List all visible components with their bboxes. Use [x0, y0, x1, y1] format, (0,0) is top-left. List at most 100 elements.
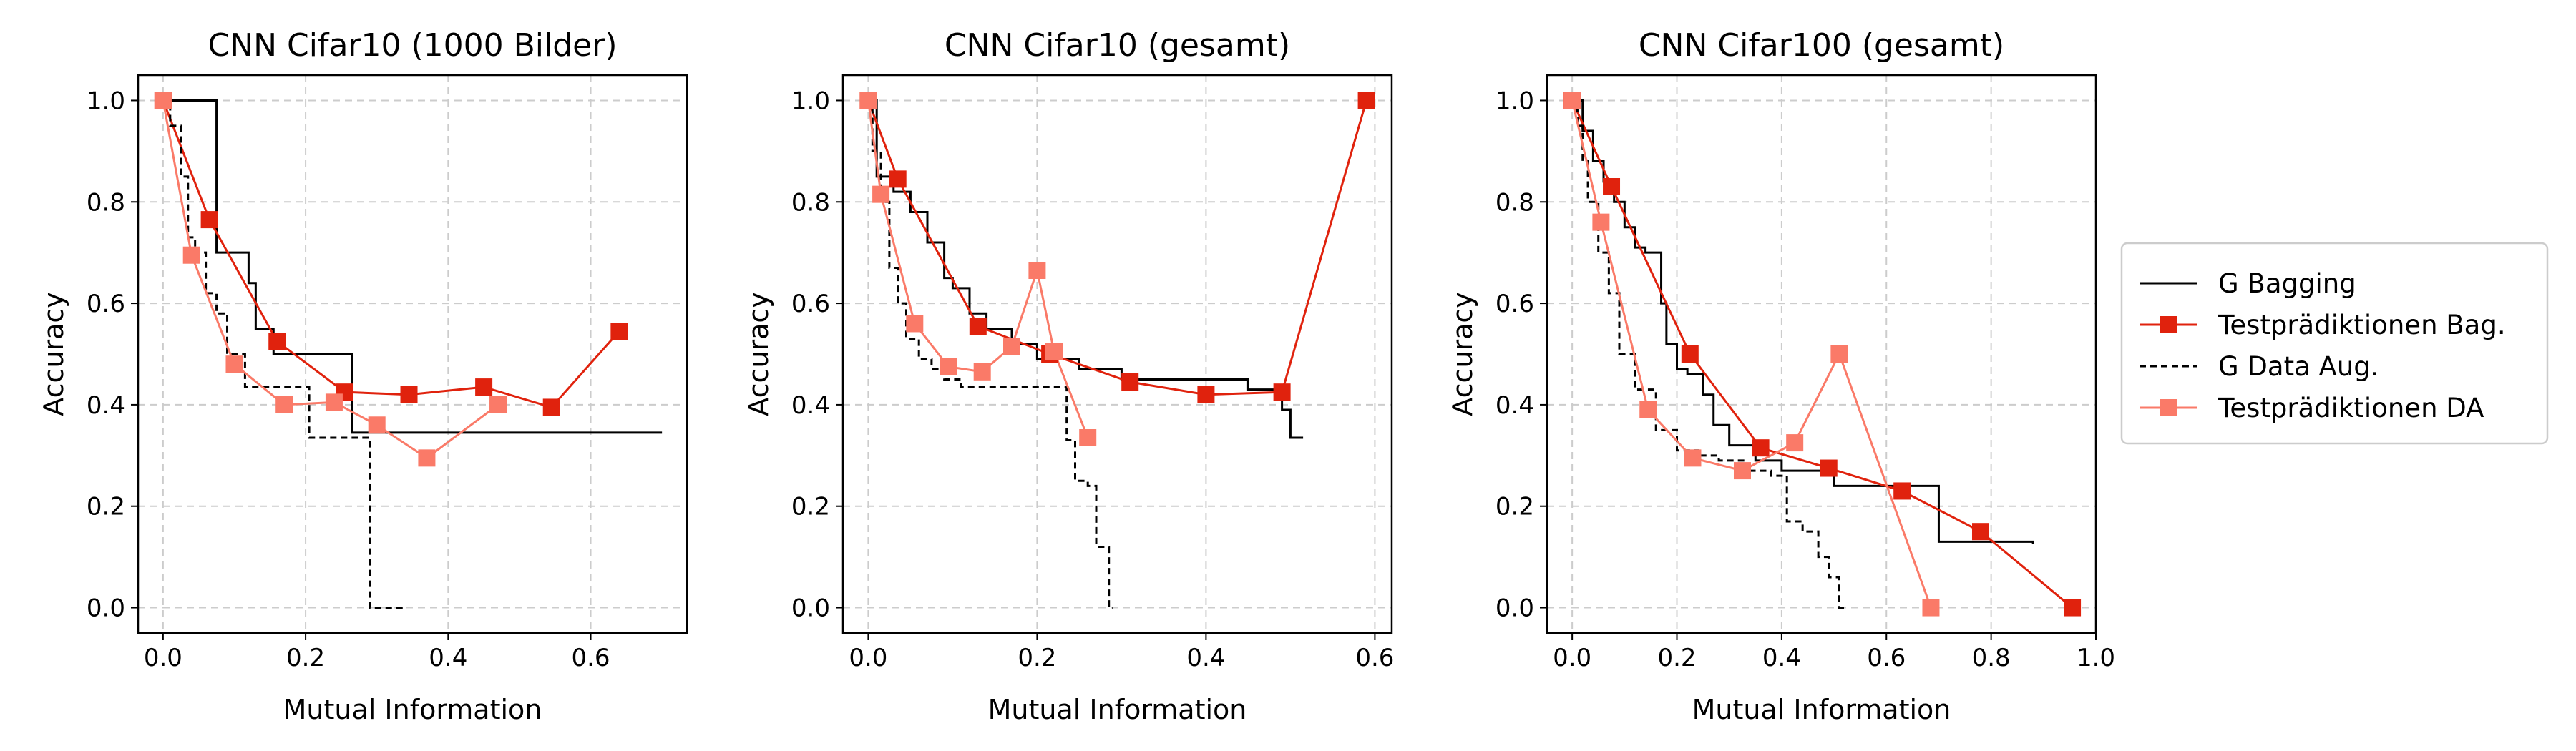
x-tick-label: 0.4 [429, 644, 467, 672]
chart-title: CNN Cifar100 (gesamt) [1639, 27, 2004, 64]
legend-frame [2120, 242, 2549, 445]
data-point-testpr-diktionen-bag [475, 378, 493, 396]
x-tick-label: 0.6 [571, 644, 610, 672]
y-tick-label: 0.8 [87, 188, 125, 217]
series-line-g-bagging [162, 99, 663, 434]
data-point-testpr-diktionen-bag [542, 398, 560, 416]
legend-label-g-data-aug: G Data Aug. [2218, 351, 2379, 382]
data-point-testpr-diktionen-bag [1603, 178, 1621, 195]
data-point-testpr-diktionen-da [1786, 434, 1804, 452]
chart-title: CNN Cifar10 (1000 Bilder) [208, 27, 617, 64]
y-tick-label: 0.2 [791, 493, 830, 521]
x-tick-label: 0.6 [1867, 644, 1906, 672]
data-point-testpr-diktionen-da [872, 185, 890, 203]
data-point-testpr-diktionen-bag [1681, 345, 1699, 363]
x-tick-label: 0.0 [144, 644, 182, 672]
axes-frame [137, 74, 688, 634]
x-tick-label: 0.2 [286, 644, 325, 672]
series-group [867, 99, 1368, 609]
data-point-testpr-diktionen-da [275, 396, 293, 413]
series-line-g-data-aug [162, 99, 406, 609]
series-line-testpr-diktionen-da [1571, 100, 1932, 609]
y-tick-label: 0.0 [791, 594, 830, 623]
y-tick-label: 0.6 [87, 290, 125, 318]
series-line-g-bagging [868, 99, 1304, 439]
data-point-testpr-diktionen-bag [400, 386, 418, 403]
y-tick-label: 1.0 [87, 87, 125, 115]
y-tick-label: 0.6 [791, 290, 830, 318]
chart-title: CNN Cifar10 (gesamt) [945, 27, 1290, 64]
y-tick-label: 0.2 [87, 493, 125, 521]
data-point-testpr-diktionen-da [906, 315, 924, 333]
y-tick-label: 0.4 [791, 391, 830, 420]
data-point-testpr-diktionen-da [154, 92, 172, 109]
series-line-g-bagging [1572, 99, 2034, 544]
data-point-testpr-diktionen-bag [1357, 92, 1375, 109]
data-point-testpr-diktionen-bag [1971, 523, 1989, 541]
series-line-testpr-diktionen-bag [1571, 99, 2074, 609]
data-point-testpr-diktionen-da [859, 92, 877, 109]
series-line-testpr-diktionen-bag [867, 99, 1368, 396]
data-point-testpr-diktionen-da [225, 355, 243, 373]
data-point-testpr-diktionen-bag [2064, 599, 2082, 617]
x-tick-label: 1.0 [2077, 644, 2115, 672]
data-point-testpr-diktionen-bag [1752, 439, 1770, 457]
x-axis-label: Mutual Information [988, 694, 1247, 725]
data-point-testpr-diktionen-da [1028, 262, 1046, 279]
data-point-testpr-diktionen-da [1922, 599, 1940, 617]
data-point-testpr-diktionen-da [940, 358, 957, 376]
legend-marker-testpr-diktionen-bag [2160, 316, 2177, 333]
y-tick-label: 0.4 [87, 391, 125, 420]
y-tick-label: 0.0 [1496, 594, 1534, 623]
legend-label-g-bagging: G Bagging [2218, 268, 2356, 299]
data-point-testpr-diktionen-bag [1273, 383, 1291, 401]
legend: G Bagging Testprädiktionen Bag. G Data Aug… [2120, 242, 2549, 445]
data-point-testpr-diktionen-da [182, 246, 200, 264]
y-tick-label: 1.0 [791, 87, 830, 115]
series-line-g-data-aug [1572, 99, 1845, 609]
x-tick-label: 0.2 [1657, 644, 1696, 672]
legend-label-testpr-diktionen-da: Testprädiktionen DA [2218, 393, 2484, 423]
x-tick-label: 0.0 [1553, 644, 1591, 672]
y-tick-label: 0.8 [791, 188, 830, 217]
x-tick-label: 0.2 [1018, 644, 1056, 672]
data-point-testpr-diktionen-bag [1820, 459, 1838, 477]
series-group [1571, 99, 2074, 609]
data-point-testpr-diktionen-bag [969, 318, 987, 335]
x-tick-label: 0.8 [1972, 644, 2011, 672]
y-tick-label: 0.8 [1496, 188, 1534, 217]
chart-panel-cifar10-1000: 0.0 0.2 0.4 0.6 0.0 0.2 0.4 0.6 0.8 1.0 CNN Cifar1… [38, 27, 688, 725]
data-point-testpr-diktionen-bag [889, 170, 907, 188]
data-point-testpr-diktionen-da [368, 416, 386, 434]
data-point-testpr-diktionen-da [1733, 462, 1751, 480]
axes-frame [841, 74, 1393, 634]
series-group [162, 99, 663, 609]
x-tick-label: 0.0 [849, 644, 887, 672]
data-point-testpr-diktionen-bag [1121, 373, 1139, 391]
data-point-testpr-diktionen-bag [268, 333, 286, 350]
data-point-testpr-diktionen-da [489, 396, 507, 413]
data-point-testpr-diktionen-da [1563, 92, 1581, 109]
y-tick-label: 1.0 [1496, 87, 1534, 115]
legend-marker-testpr-diktionen-da [2160, 399, 2177, 416]
data-point-testpr-diktionen-da [1003, 338, 1020, 355]
x-tick-label: 0.4 [1186, 644, 1225, 672]
y-tick-label: 0.4 [1496, 391, 1534, 420]
data-point-testpr-diktionen-bag [1893, 482, 1911, 500]
data-point-testpr-diktionen-da [1592, 213, 1610, 231]
x-axis-label: Mutual Information [1692, 694, 1951, 725]
data-point-testpr-diktionen-da [1639, 401, 1657, 418]
y-tick-label: 0.2 [1496, 493, 1534, 521]
data-point-testpr-diktionen-da [1079, 429, 1097, 446]
chart-panel-cifar100-gesamt: 0.0 0.2 0.4 0.6 0.8 1.0 0.0 0.2 0.4 0.6 0.8 1.0 CNN … [1447, 27, 2115, 725]
series-line-testpr-diktionen-bag [162, 99, 620, 409]
x-axis-label: Mutual Information [283, 694, 542, 725]
chart-panel-cifar10-gesamt: 0.0 0.2 0.4 0.6 0.0 0.2 0.4 0.6 0.8 1.0 CNN Cifar1… [743, 27, 1394, 725]
data-point-testpr-diktionen-bag [610, 323, 628, 340]
data-point-testpr-diktionen-bag [200, 211, 218, 229]
data-point-testpr-diktionen-da [1830, 345, 1848, 363]
legend-label-testpr-diktionen-bag: Testprädiktionen Bag. [2218, 310, 2506, 340]
data-point-testpr-diktionen-bag [1197, 386, 1215, 403]
data-point-testpr-diktionen-da [1684, 449, 1702, 467]
